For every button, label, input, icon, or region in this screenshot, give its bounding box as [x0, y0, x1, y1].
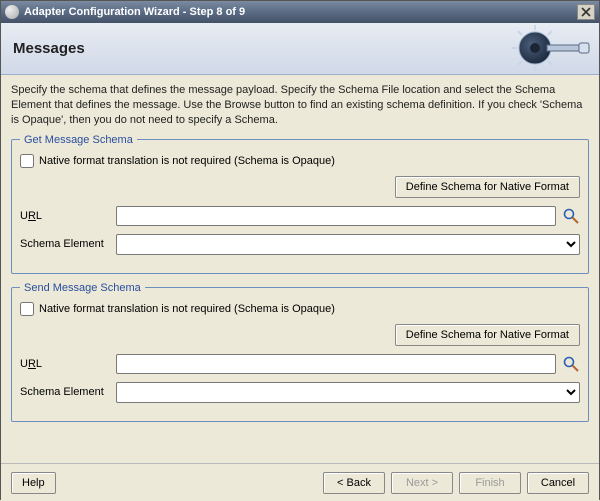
close-icon	[581, 7, 591, 17]
main-content: Specify the schema that defines the mess…	[1, 75, 599, 463]
send-message-schema-group: Send Message Schema Native format transl…	[11, 282, 589, 422]
get-url-label: URL	[20, 210, 110, 222]
send-schema-element-label: Schema Element	[20, 386, 110, 398]
window-title: Adapter Configuration Wizard - Step 8 of…	[24, 6, 577, 18]
back-button[interactable]: < Back	[323, 472, 385, 494]
send-group-legend: Send Message Schema	[20, 282, 145, 294]
get-schema-element-select[interactable]	[116, 234, 580, 255]
page-title: Messages	[13, 40, 85, 57]
send-opaque-checkbox[interactable]	[20, 302, 34, 316]
get-opaque-checkbox[interactable]	[20, 154, 34, 168]
titlebar: Adapter Configuration Wizard - Step 8 of…	[1, 1, 599, 23]
help-button[interactable]: Help	[11, 472, 56, 494]
description-text: Specify the schema that defines the mess…	[11, 83, 589, 128]
get-define-schema-button[interactable]: Define Schema for Native Format	[395, 176, 580, 198]
send-url-label: URL	[20, 358, 110, 370]
magnifier-icon	[563, 208, 579, 224]
footer: Help < Back Next > Finish Cancel	[1, 463, 599, 501]
cancel-button[interactable]: Cancel	[527, 472, 589, 494]
get-opaque-label: Native format translation is not require…	[39, 155, 335, 167]
app-icon	[5, 5, 19, 19]
header-graphic-icon	[505, 25, 595, 71]
finish-button[interactable]: Finish	[459, 472, 521, 494]
get-url-browse-button[interactable]	[562, 207, 580, 225]
get-message-schema-group: Get Message Schema Native format transla…	[11, 134, 589, 274]
send-define-schema-button[interactable]: Define Schema for Native Format	[395, 324, 580, 346]
get-group-legend: Get Message Schema	[20, 134, 137, 146]
get-url-input[interactable]	[116, 206, 556, 226]
send-schema-element-select[interactable]	[116, 382, 580, 403]
next-button[interactable]: Next >	[391, 472, 453, 494]
close-button[interactable]	[577, 4, 595, 20]
send-url-browse-button[interactable]	[562, 355, 580, 373]
get-schema-element-label: Schema Element	[20, 238, 110, 250]
send-opaque-label: Native format translation is not require…	[39, 303, 335, 315]
send-url-input[interactable]	[116, 354, 556, 374]
magnifier-icon	[563, 356, 579, 372]
header-banner: Messages	[1, 23, 599, 75]
